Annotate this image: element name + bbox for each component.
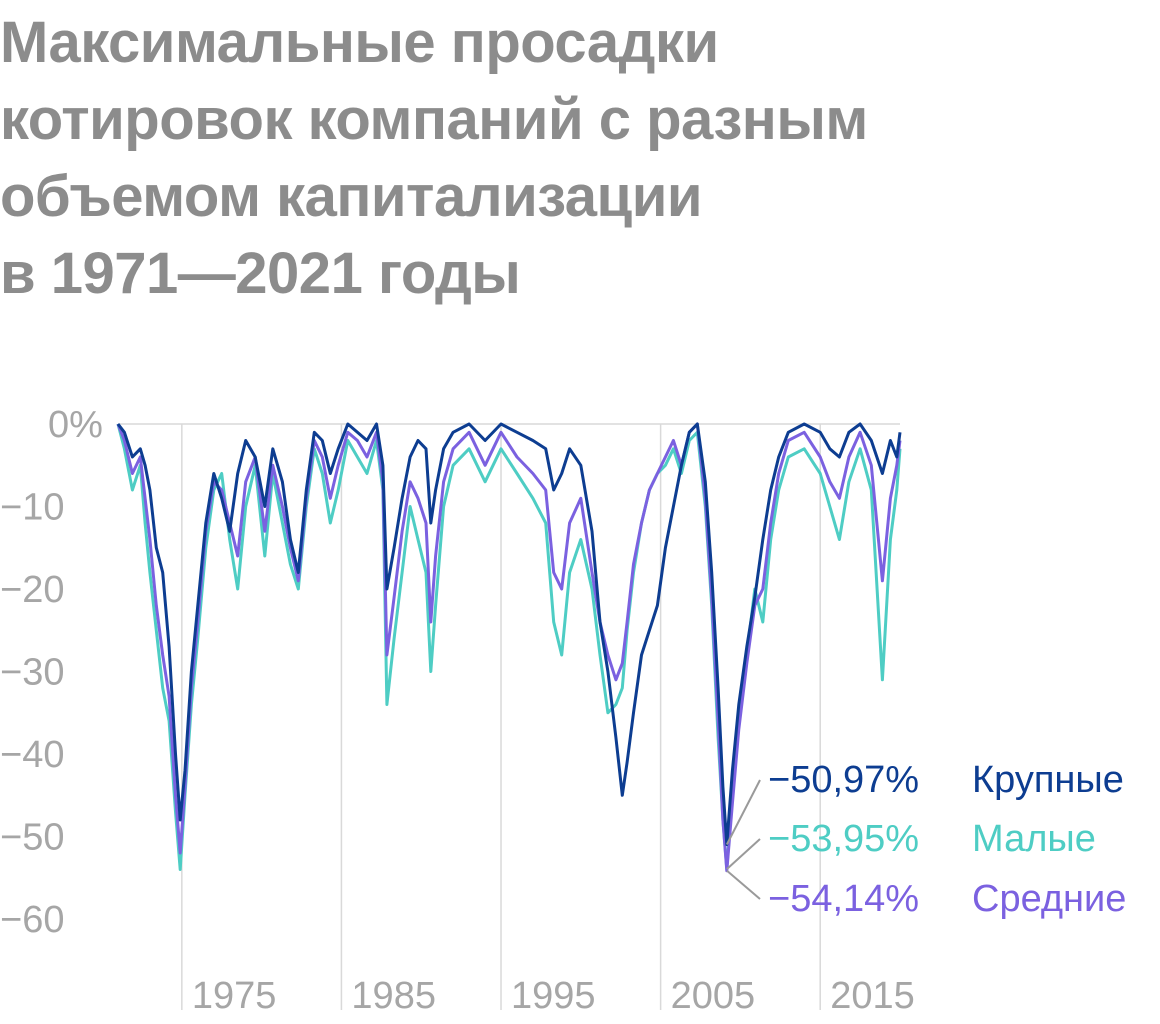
title-line-4: в 1971—2021 годы: [0, 241, 521, 306]
legend-value-small: −53,95%: [768, 818, 919, 860]
x-tick-label: 2015: [830, 975, 915, 1017]
x-tick-label: 1985: [351, 975, 436, 1017]
series-legend: −50,97% Крупные −53,95% Малые −54,14% Средние: [768, 759, 1126, 920]
x-tick-label: 2005: [671, 975, 756, 1017]
chart-title: Максимальные просадки котировок компаний…: [0, 4, 1150, 312]
y-tick-label: −20: [0, 569, 64, 611]
series-line-large: [116, 422, 902, 846]
legend-name-small: Малые: [972, 818, 1096, 860]
x-gridlines: [181, 424, 821, 1010]
legend-value-large: −50,97%: [768, 759, 919, 801]
y-tick-label: −50: [0, 817, 64, 859]
callout-line-small: [726, 838, 761, 870]
y-tick-label: −60: [0, 899, 64, 941]
title-line-3: объемом капитализации: [0, 164, 703, 229]
series-lines: [116, 422, 902, 873]
legend-name-mid: Средние: [972, 878, 1126, 920]
trough-callouts: [725, 779, 761, 900]
callout-line-large: [725, 779, 761, 845]
y-tick-label: −40: [0, 734, 64, 776]
title-line-1: Максимальные просадки: [0, 10, 719, 75]
axis-tick-labels: 0% −10 −20 −30 −40 −50 −60 1975 1985 1995 2005 2015: [0, 404, 915, 1017]
y-tick-label: −10: [0, 487, 64, 529]
x-tick-label: 1995: [511, 975, 596, 1017]
y-tick-label: 0%: [48, 404, 103, 446]
callout-line-mid: [726, 869, 761, 900]
title-line-2: котировок компаний с разным: [0, 87, 868, 152]
x-tick-label: 1975: [192, 975, 277, 1017]
legend-value-mid: −54,14%: [768, 878, 919, 920]
y-tick-label: −30: [0, 652, 64, 694]
legend-name-large: Крупные: [972, 759, 1124, 801]
